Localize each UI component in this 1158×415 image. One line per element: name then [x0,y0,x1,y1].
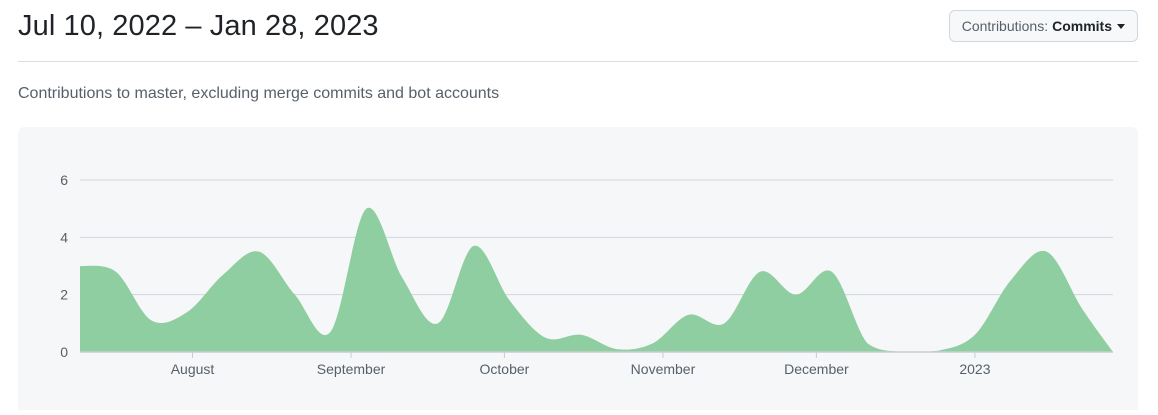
commits-area [80,207,1113,352]
contributions-chart-panel: 0 2 4 6 August September October November Decemb… [18,127,1138,410]
x-tick-label: September [317,361,386,377]
x-tick-label: 2023 [959,361,990,377]
contributions-chart: 0 2 4 6 August September October November Decemb… [60,172,1113,377]
x-tick-label: August [171,361,215,377]
y-tick-label: 2 [60,287,68,303]
dropdown-label: Contributions: [961,18,1049,34]
y-tick-label: 4 [60,229,68,245]
chart-subtitle: Contributions to master, excluding merge… [18,85,500,102]
x-tick-label: November [631,361,696,377]
contributions-dropdown[interactable]: Contributions: Commits [948,10,1138,42]
x-tick-label: December [784,361,849,377]
page-header: Jul 10, 2022 – Jan 28, 2023 Contribution… [18,0,1138,62]
y-tick-label: 6 [60,172,68,188]
date-range-title: Jul 10, 2022 – Jan 28, 2023 [18,10,379,42]
dropdown-value: Commits [1052,18,1112,34]
y-tick-label: 0 [60,344,68,360]
caret-down-icon [1117,23,1125,29]
x-tick-label: October [480,361,530,377]
